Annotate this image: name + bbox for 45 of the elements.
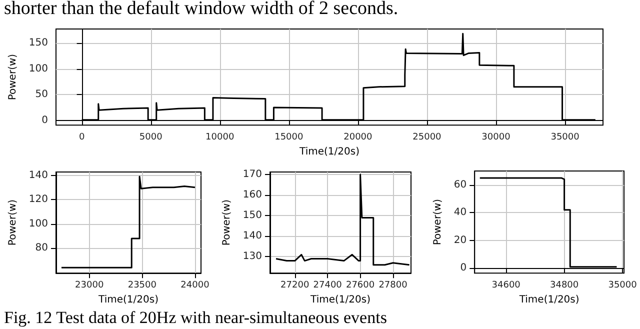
y-tick-label: 20 — [454, 234, 467, 246]
y-tick-label: 60 — [454, 179, 467, 190]
x-axis-title: Time(1/20s) — [518, 294, 580, 306]
x-tick-label: 27600 — [346, 280, 375, 291]
y-tick-label: 100 — [28, 218, 48, 230]
y-tick-label: 140 — [242, 230, 262, 242]
x-axis-title: Time(1/20s) — [298, 146, 360, 158]
y-tick-label: 170 — [242, 169, 262, 180]
x-tick-label: 23000 — [75, 280, 104, 291]
x-tick-label: 34600 — [492, 280, 521, 291]
x-axis-title: Time(1/20s) — [310, 294, 371, 306]
y-tick-label: 40 — [454, 207, 467, 218]
y-tick-label: 150 — [28, 37, 48, 48]
y-tick-label: 80 — [35, 242, 48, 254]
x-tick-label: 27800 — [378, 280, 408, 291]
x-tick-label: 25000 — [412, 132, 442, 143]
y-tick-label: 100 — [28, 63, 48, 74]
y-tick-label: 150 — [242, 210, 262, 222]
y-axis-title: Power(w) — [222, 199, 233, 246]
x-tick-label: 34800 — [550, 280, 579, 291]
x-tick-label: 27200 — [280, 280, 310, 291]
x-tick-label: 35000 — [608, 280, 638, 291]
y-tick-label: 140 — [28, 170, 48, 181]
y-axis-title: Power(w) — [8, 54, 18, 100]
x-tick-label: 20000 — [344, 132, 373, 143]
x-axis-title: Time(1/20s) — [98, 294, 159, 306]
y-tick-label: 50 — [35, 89, 48, 100]
x-tick-label: 24000 — [180, 280, 210, 291]
y-tick-label: 130 — [242, 251, 262, 262]
text: shorter than the default window width of 2 seconds. — [4, 0, 398, 20]
y-tick-label: 120 — [28, 194, 48, 206]
x-tick-label: 30000 — [482, 132, 511, 143]
x-tick-label: 10000 — [206, 132, 234, 143]
y-tick-label: 0 — [460, 262, 467, 274]
y-axis-title: Power(w) — [8, 199, 18, 246]
x-tick-label: 0 — [78, 132, 85, 143]
x-tick-label: 15000 — [274, 132, 304, 143]
caption: Fig. 12 Test data of 20Hz with near-simultaneous events — [4, 308, 387, 328]
y-tick-label: 0 — [42, 114, 48, 126]
x-tick-label: 27400 — [313, 280, 342, 291]
y-tick-label: 160 — [242, 190, 262, 201]
x-tick-label: 5000 — [139, 132, 163, 143]
x-tick-label: 23500 — [128, 280, 157, 291]
x-tick-label: 35000 — [550, 132, 580, 143]
y-axis-title: Power(w) — [432, 198, 444, 246]
